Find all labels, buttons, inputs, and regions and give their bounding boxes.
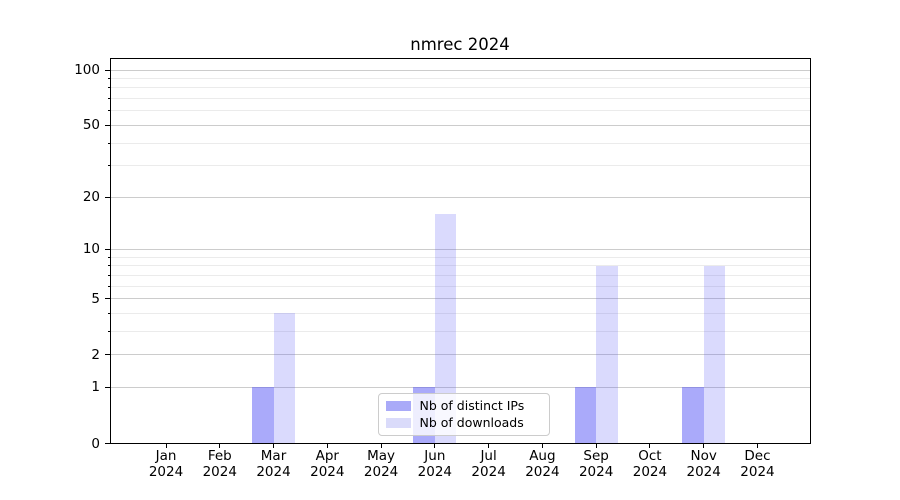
legend-item-distinct-ips: Nb of distinct IPs: [385, 397, 543, 413]
y-tick-label: 5: [91, 290, 100, 307]
x-tick: [541, 443, 543, 448]
y-gridline-minor: [111, 312, 810, 314]
x-tick-label: May 2024: [363, 448, 399, 480]
y-gridline-minor: [111, 98, 810, 100]
y-minor-tick: [107, 265, 111, 267]
x-tick-label: Apr 2024: [310, 448, 345, 480]
x-tick-label: Jul 2024: [471, 448, 506, 480]
x-tick-label: Oct 2024: [632, 448, 668, 480]
x-tick-label: Dec 2024: [740, 448, 775, 480]
x-tick-label: Aug 2024: [525, 448, 560, 480]
x-tick-label: Mar 2024: [256, 448, 291, 480]
x-tick: [434, 443, 436, 448]
y-major-tick: [105, 443, 111, 444]
y-tick-label: 20: [82, 189, 100, 206]
y-gridline-minor: [111, 87, 810, 89]
y-gridline-minor: [111, 78, 810, 80]
y-minor-tick: [107, 78, 111, 80]
y-tick-label: 1: [91, 379, 100, 396]
y-gridline-minor: [111, 285, 810, 287]
bar-distinct-ips-sep: [574, 387, 597, 444]
y-gridline-minor: [111, 110, 810, 112]
y-major-tick: [105, 298, 111, 300]
bar-downloads-jun: [434, 214, 457, 444]
x-tick: [595, 443, 597, 448]
y-gridline-major: [111, 196, 810, 198]
y-minor-tick: [107, 87, 111, 89]
y-minor-tick: [107, 274, 111, 276]
legend: Nb of distinct IPs Nb of downloads: [377, 393, 550, 436]
y-major-tick: [105, 248, 111, 250]
y-gridline-major: [111, 248, 810, 250]
y-gridline-major: [111, 124, 810, 126]
x-tick: [326, 443, 328, 448]
x-tick-label: Nov 2024: [686, 448, 721, 480]
y-minor-tick: [107, 285, 111, 287]
y-minor-tick: [107, 312, 111, 314]
x-tick: [756, 443, 758, 448]
y-tick-label: 10: [82, 241, 100, 258]
x-tick: [380, 443, 382, 448]
y-major-tick: [105, 354, 111, 356]
x-tick: [703, 443, 705, 448]
y-gridline-minor: [111, 142, 810, 144]
y-tick-label: 50: [82, 117, 100, 134]
y-minor-tick: [107, 165, 111, 167]
bar-distinct-ips-mar: [252, 387, 274, 444]
y-minor-tick: [107, 110, 111, 112]
bar-downloads-sep: [596, 265, 618, 444]
y-minor-tick: [107, 256, 111, 258]
y-gridline-minor: [111, 265, 810, 267]
x-tick: [165, 443, 167, 448]
y-major-tick: [105, 69, 111, 71]
y-gridline-minor: [111, 256, 810, 258]
chart-title: nmrec 2024: [410, 35, 510, 54]
y-gridline-major: [111, 354, 810, 356]
y-tick-label: 100: [74, 62, 100, 79]
y-major-tick: [105, 124, 111, 126]
y-gridline-minor: [111, 274, 810, 276]
y-minor-tick: [107, 142, 111, 144]
x-tick: [649, 443, 651, 448]
legend-swatch-distinct-ips: [385, 400, 411, 411]
bar-downloads-nov: [703, 265, 726, 444]
x-tick: [273, 443, 275, 448]
y-gridline-major: [111, 298, 810, 300]
x-tick: [219, 443, 221, 448]
y-tick-label: 2: [91, 346, 100, 363]
y-minor-tick: [107, 98, 111, 100]
legend-item-downloads: Nb of downloads: [385, 414, 543, 430]
y-gridline-major: [111, 386, 810, 388]
x-tick-label: Sep 2024: [578, 448, 614, 480]
x-tick-label: Jun 2024: [417, 448, 453, 480]
y-major-tick: [105, 386, 111, 388]
y-gridline-minor: [111, 330, 810, 332]
y-major-tick: [105, 196, 111, 198]
y-gridline-major: [111, 69, 810, 71]
bar-downloads-mar: [273, 313, 296, 444]
x-tick-label: Jan 2024: [148, 448, 184, 480]
legend-swatch-downloads: [385, 418, 411, 429]
y-tick-label: 0: [91, 435, 100, 452]
y-minor-tick: [107, 330, 111, 332]
legend-label-downloads: Nb of downloads: [419, 414, 524, 430]
y-gridline-minor: [111, 165, 810, 167]
x-tick-label: Feb 2024: [202, 448, 237, 480]
bar-distinct-ips-nov: [682, 387, 704, 444]
legend-label-distinct-ips: Nb of distinct IPs: [419, 397, 525, 413]
x-tick: [488, 443, 490, 448]
